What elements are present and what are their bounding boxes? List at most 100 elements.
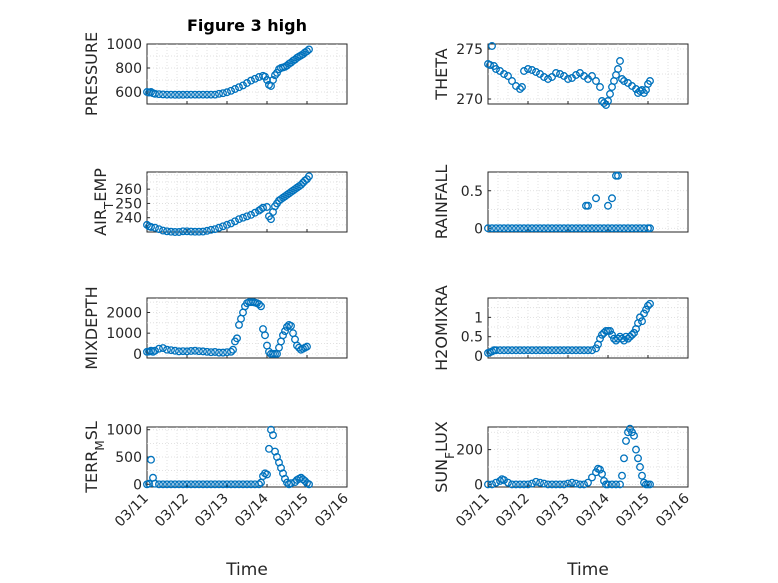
data-point xyxy=(608,480,616,489)
data-point xyxy=(598,470,606,478)
y-axis-label: MIXDEPTH xyxy=(82,286,101,369)
data-point xyxy=(524,480,532,489)
data-point xyxy=(215,223,223,232)
data-point xyxy=(608,330,616,339)
data-point xyxy=(608,194,616,203)
data-point xyxy=(520,67,528,75)
data-point xyxy=(195,227,203,236)
data-point xyxy=(223,480,231,489)
data-point xyxy=(179,480,187,489)
data-point xyxy=(640,309,648,318)
y-tick-label: 1 xyxy=(474,310,483,326)
x-tick-label: 03/12 xyxy=(493,491,533,531)
data-point xyxy=(303,47,311,56)
data-point xyxy=(508,346,516,355)
data-point xyxy=(584,201,592,210)
data-point xyxy=(267,215,275,224)
y-axis-label: PRESSURE xyxy=(82,32,101,116)
y-tick-label: 2000 xyxy=(106,305,142,321)
subplot-sun-flux: 0 200 03/11 03/12 03/13 03/14 03/15 03/16 SUNFLU… xyxy=(432,421,693,580)
data-point xyxy=(211,90,219,99)
subplot-h2omixra: 0 0.5 1 H2OMIXRA xyxy=(432,285,689,371)
data-point xyxy=(191,346,199,355)
data-point xyxy=(544,480,552,489)
data-point xyxy=(187,347,195,355)
data-point xyxy=(488,480,496,489)
data-point xyxy=(271,71,279,80)
data-point xyxy=(588,224,596,233)
data-point xyxy=(219,480,227,489)
data-point xyxy=(207,348,215,357)
data-point xyxy=(630,431,638,440)
data-point xyxy=(287,321,295,330)
data-point xyxy=(488,224,496,233)
data-point xyxy=(644,301,652,310)
x-tick-label: 03/16 xyxy=(653,490,693,530)
data-point xyxy=(199,480,207,489)
data-point xyxy=(646,299,654,308)
data-point xyxy=(528,479,536,488)
y-tick-label: 800 xyxy=(115,61,142,77)
data-point xyxy=(163,90,171,99)
data-point xyxy=(520,224,528,233)
data-point xyxy=(203,226,211,235)
data-point xyxy=(596,465,604,474)
data-point xyxy=(175,228,183,236)
data-point xyxy=(492,346,500,355)
data-point xyxy=(305,480,313,489)
y-tick-label: 260 xyxy=(115,182,142,198)
data-point xyxy=(602,101,610,109)
data-point xyxy=(488,42,496,50)
data-point xyxy=(159,344,167,353)
data-point xyxy=(592,194,600,203)
data-point xyxy=(269,431,277,440)
data-point xyxy=(614,65,622,73)
data-point xyxy=(504,72,512,80)
data-point xyxy=(163,345,171,354)
x-tick-label: 03/11 xyxy=(453,491,493,531)
data-point xyxy=(179,90,187,99)
data-point xyxy=(231,85,239,93)
data-point xyxy=(207,90,215,99)
data-point xyxy=(528,66,536,74)
data-point xyxy=(624,224,632,233)
x-axis-label: Time xyxy=(225,560,268,580)
data-point xyxy=(572,479,580,488)
data-point xyxy=(568,478,576,487)
data-point xyxy=(560,224,568,233)
data-point xyxy=(588,72,596,80)
data-point xyxy=(219,89,227,98)
data-point xyxy=(287,479,295,488)
data-point xyxy=(227,86,235,95)
data-point xyxy=(612,224,620,233)
data-point xyxy=(155,344,163,353)
data-point xyxy=(604,97,612,105)
data-point xyxy=(171,346,179,355)
data-point xyxy=(606,326,614,335)
data-point xyxy=(548,480,556,489)
data-point xyxy=(564,224,572,233)
data-point xyxy=(556,480,564,489)
data-point xyxy=(500,224,508,233)
y-tick-label: 275 xyxy=(456,42,483,58)
data-point xyxy=(540,73,548,81)
y-axis-label: TERRMSL xyxy=(82,421,107,494)
data-point xyxy=(596,83,604,91)
data-point xyxy=(600,99,608,107)
y-tick-label: 270 xyxy=(456,92,483,108)
data-point xyxy=(255,480,263,489)
data-point xyxy=(269,76,277,84)
data-point xyxy=(580,224,588,233)
y-tick-label: 0 xyxy=(133,477,142,493)
data-point xyxy=(532,477,540,486)
data-point xyxy=(484,480,492,489)
data-point xyxy=(243,79,251,87)
data-point xyxy=(229,345,237,354)
data-point xyxy=(281,474,289,483)
data-point xyxy=(516,85,524,93)
data-point xyxy=(233,334,241,343)
data-point xyxy=(532,224,540,233)
data-point xyxy=(548,224,556,233)
y-tick-label: 0.5 xyxy=(461,184,483,200)
data-point xyxy=(163,480,171,489)
